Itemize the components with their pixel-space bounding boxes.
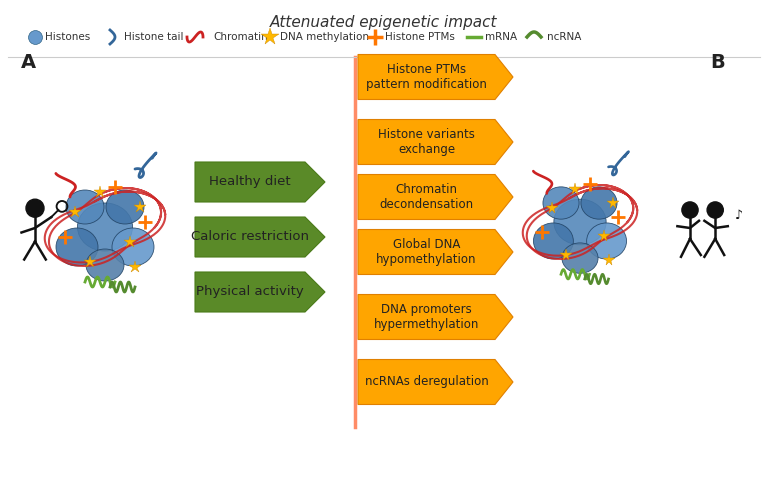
- Ellipse shape: [587, 223, 627, 259]
- Text: mRNA: mRNA: [485, 32, 517, 42]
- Text: Healthy diet: Healthy diet: [209, 176, 291, 188]
- Text: ncRNAs deregulation: ncRNAs deregulation: [365, 375, 488, 389]
- Text: Histones: Histones: [45, 32, 91, 42]
- Text: DNA methylation: DNA methylation: [280, 32, 369, 42]
- Text: Histone PTMs
pattern modification: Histone PTMs pattern modification: [366, 63, 487, 91]
- Text: A: A: [21, 53, 35, 71]
- Ellipse shape: [581, 187, 617, 219]
- Circle shape: [707, 202, 723, 218]
- Text: Chromatin
decondensation: Chromatin decondensation: [379, 183, 474, 211]
- Text: B: B: [710, 53, 725, 71]
- Polygon shape: [358, 229, 513, 275]
- Text: Attenuated epigenetic impact: Attenuated epigenetic impact: [270, 14, 498, 30]
- Polygon shape: [358, 360, 513, 404]
- Ellipse shape: [78, 203, 133, 251]
- Text: ♪: ♪: [735, 209, 743, 222]
- Circle shape: [682, 202, 698, 218]
- Polygon shape: [358, 295, 513, 339]
- Circle shape: [26, 199, 44, 217]
- Ellipse shape: [554, 199, 606, 245]
- Polygon shape: [358, 175, 513, 219]
- Text: ncRNA: ncRNA: [547, 32, 581, 42]
- Ellipse shape: [56, 228, 98, 266]
- Text: DNA promoters
hypermethylation: DNA promoters hypermethylation: [374, 303, 479, 331]
- Polygon shape: [195, 217, 325, 257]
- Text: Global DNA
hypomethylation: Global DNA hypomethylation: [376, 238, 477, 266]
- Polygon shape: [358, 55, 513, 99]
- Polygon shape: [195, 272, 325, 312]
- Text: Chromatin: Chromatin: [213, 32, 268, 42]
- Text: Caloric restriction: Caloric restriction: [191, 230, 309, 244]
- Text: Histone PTMs: Histone PTMs: [385, 32, 455, 42]
- Ellipse shape: [86, 249, 124, 281]
- Ellipse shape: [534, 223, 574, 259]
- Polygon shape: [358, 120, 513, 164]
- Ellipse shape: [562, 243, 598, 273]
- Text: Histone tail: Histone tail: [124, 32, 184, 42]
- Ellipse shape: [112, 228, 154, 266]
- Text: Physical activity: Physical activity: [196, 285, 304, 299]
- Text: Histone variants
exchange: Histone variants exchange: [378, 128, 475, 156]
- Ellipse shape: [106, 190, 144, 224]
- Ellipse shape: [66, 190, 104, 224]
- Ellipse shape: [543, 187, 579, 219]
- Polygon shape: [195, 162, 325, 202]
